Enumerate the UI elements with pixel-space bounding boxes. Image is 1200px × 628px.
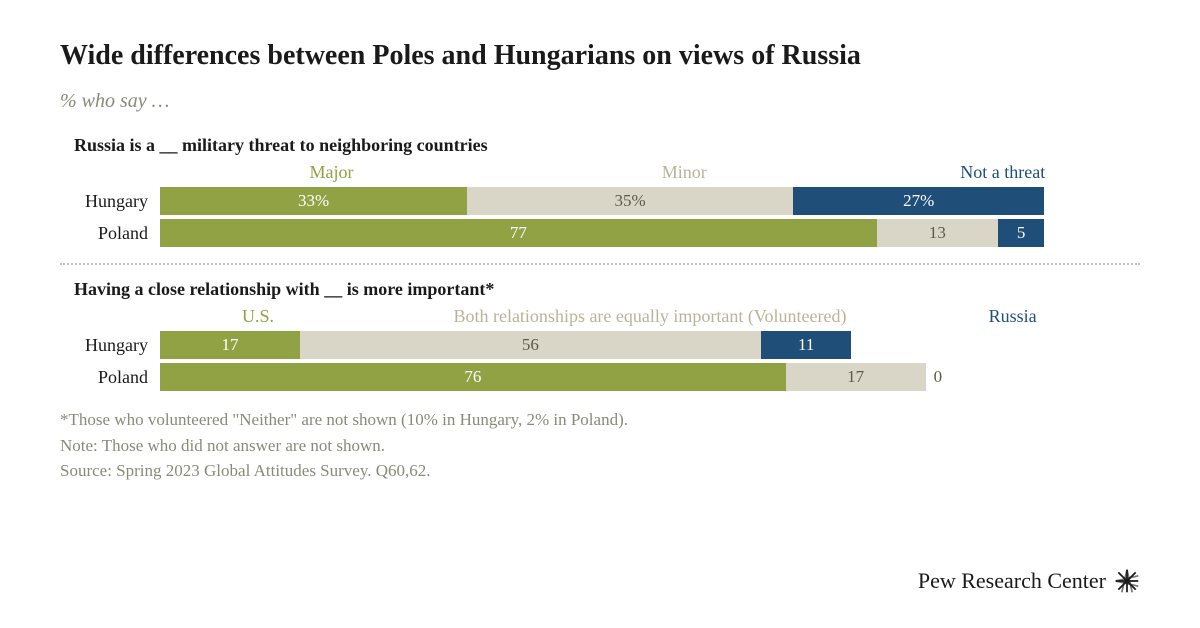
bar-segment: 27% [793, 187, 1044, 215]
bar-segment: 56 [300, 331, 761, 359]
footnotes: *Those who volunteered "Neither" are not… [60, 407, 1140, 484]
bar-segment: 0 [926, 363, 943, 391]
legend-label: Not a threat [866, 162, 1140, 183]
row-label: Poland [60, 367, 160, 388]
bar-segment: 13 [877, 219, 998, 247]
legend-2: U.S.Both relationships are equally impor… [160, 306, 1140, 327]
bar-row: Poland76170 [60, 363, 1140, 391]
bar-segment: 35% [467, 187, 793, 215]
row-label: Hungary [60, 335, 160, 356]
bar-container: 76170 [160, 363, 1140, 391]
bar-segment: 33% [160, 187, 467, 215]
brand-logo: Pew Research Center [918, 568, 1140, 594]
bar-row: Hungary175611 [60, 331, 1140, 359]
bar-container: 33%35%27% [160, 187, 1140, 215]
legend-label: Russia [944, 306, 1081, 327]
chart-section-1: Russia is a __ military threat to neighb… [60, 135, 1140, 247]
footnote-line: Note: Those who did not answer are not s… [60, 433, 1140, 459]
section-title-2: Having a close relationship with __ is m… [74, 279, 1140, 300]
bar-segment: 76 [160, 363, 786, 391]
bar-row: Poland77135 [60, 219, 1140, 247]
legend-label: Both relationships are equally important… [356, 306, 944, 327]
bar-segment: 5 [998, 219, 1045, 247]
legend-label: U.S. [160, 306, 356, 327]
chart-title: Wide differences between Poles and Hunga… [60, 40, 1140, 72]
section-divider [60, 263, 1140, 265]
bar-segment: 17 [786, 363, 926, 391]
footnote-line: Source: Spring 2023 Global Attitudes Sur… [60, 458, 1140, 484]
legend-label: Minor [503, 162, 866, 183]
section-title-1: Russia is a __ military threat to neighb… [74, 135, 1140, 156]
bar-container: 77135 [160, 219, 1140, 247]
legend-label: Major [160, 162, 503, 183]
chart-subtitle: % who say … [60, 90, 1140, 113]
footnote-line: *Those who volunteered "Neither" are not… [60, 407, 1140, 433]
row-label: Hungary [60, 191, 160, 212]
brand-text: Pew Research Center [918, 568, 1106, 594]
row-label: Poland [60, 223, 160, 244]
bar-segment: 11 [761, 331, 852, 359]
legend-1: MajorMinorNot a threat [160, 162, 1140, 183]
bar-row: Hungary33%35%27% [60, 187, 1140, 215]
chart-section-2: Having a close relationship with __ is m… [60, 279, 1140, 391]
bar-segment: 17 [160, 331, 300, 359]
starburst-icon [1114, 568, 1140, 594]
bar-segment: 77 [160, 219, 877, 247]
bar-container: 175611 [160, 331, 1140, 359]
